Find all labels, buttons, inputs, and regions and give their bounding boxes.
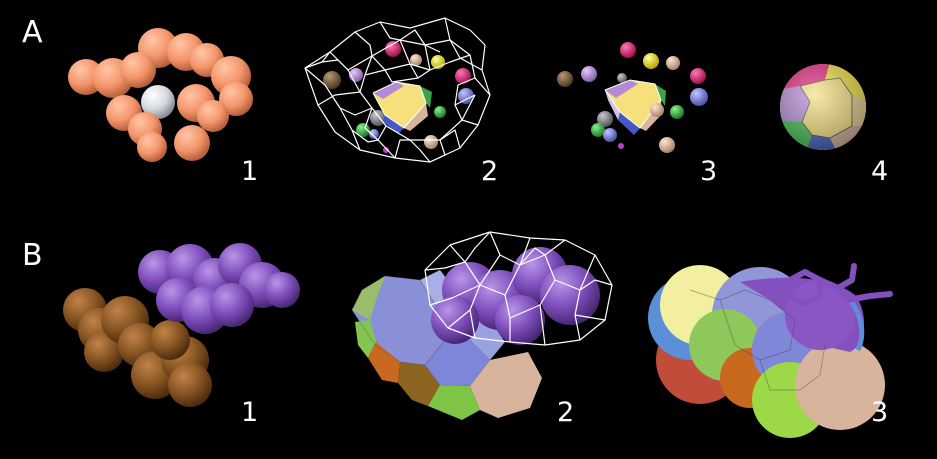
panel-label-b: B xyxy=(22,238,43,273)
panel-a-number-1: 1 xyxy=(241,156,259,187)
panel-b-number-2: 2 xyxy=(557,397,575,428)
panel-b-number-1: 1 xyxy=(241,397,259,428)
b1-molecule-pair xyxy=(63,243,300,407)
panel-a xyxy=(68,17,866,163)
b3-voronoi-surface xyxy=(648,263,893,438)
a1-atom-cluster xyxy=(68,28,253,162)
a3-cell-with-neighbours xyxy=(557,42,708,153)
panel-b-number-3: 3 xyxy=(871,397,889,428)
central-atom xyxy=(141,85,175,119)
panel-label-a: A xyxy=(22,15,43,50)
panel-a-number-3: 3 xyxy=(700,156,718,187)
panel-a-number-4: 4 xyxy=(871,156,889,187)
panel-b xyxy=(63,231,893,438)
a4-voronoi-sphere xyxy=(780,64,866,150)
b2-voronoi-cells-with-wireframe xyxy=(351,231,613,420)
a2-wireframe-cell xyxy=(304,17,491,163)
panel-a-number-2: 2 xyxy=(481,156,499,187)
